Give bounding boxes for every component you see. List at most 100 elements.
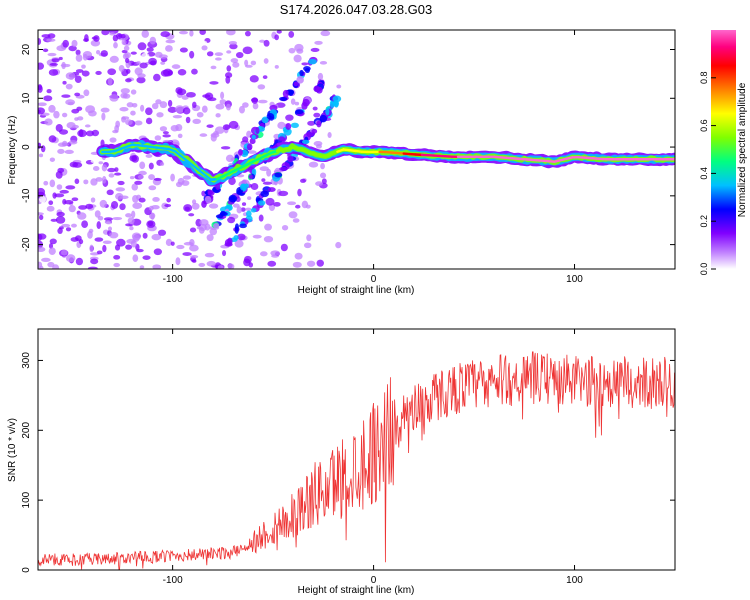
streak-blob — [246, 143, 253, 151]
noise-blob — [69, 161, 78, 168]
noise-blob — [48, 104, 56, 113]
noise-blob — [75, 54, 83, 62]
noise-blob — [201, 105, 208, 113]
noise-blob — [145, 117, 153, 125]
noise-blob — [253, 55, 259, 60]
y-tick-label: 20 — [21, 44, 32, 56]
noise-blob — [130, 110, 136, 116]
noise-blob — [127, 217, 135, 225]
streak-blob — [293, 81, 299, 87]
noise-blob — [307, 120, 316, 126]
noise-blob — [247, 196, 252, 200]
noise-blob — [219, 99, 227, 105]
noise-blob — [202, 94, 211, 98]
streak-blob — [267, 187, 276, 192]
noise-blob — [222, 249, 227, 257]
noise-blob — [38, 102, 47, 107]
streak-blob — [290, 122, 299, 129]
noise-blob — [263, 58, 269, 64]
y-tick-label: 0 — [21, 144, 32, 150]
noise-blob — [225, 75, 231, 84]
noise-blob — [94, 210, 101, 218]
noise-blob — [129, 155, 138, 162]
noise-blob — [46, 38, 56, 42]
noise-blob — [191, 202, 200, 210]
noise-blob — [327, 132, 332, 138]
noise-blob — [74, 178, 80, 185]
noise-blob — [242, 46, 253, 55]
noise-blob — [95, 70, 102, 76]
noise-blob — [171, 64, 181, 69]
noise-blob — [100, 107, 110, 113]
noise-blob — [74, 75, 82, 83]
colorbar-label: Normalized spectral amplitude — [737, 82, 748, 217]
noise-blob — [228, 120, 239, 129]
noise-blob — [303, 242, 312, 249]
noise-blob — [172, 115, 183, 119]
noise-blob — [75, 257, 84, 266]
noise-blob — [335, 241, 342, 249]
noise-blob — [96, 221, 102, 230]
noise-blob — [65, 185, 76, 190]
noise-blob — [113, 255, 121, 260]
noise-blob — [57, 167, 65, 173]
noise-blob — [81, 220, 89, 229]
noise-blob — [214, 52, 224, 57]
streak-blob — [257, 200, 266, 206]
noise-blob — [288, 30, 295, 38]
noise-blob — [183, 204, 193, 212]
noise-blob — [55, 123, 63, 132]
noise-blob — [273, 201, 281, 207]
noise-blob — [294, 101, 300, 106]
noise-blob — [164, 203, 172, 208]
noise-blob — [213, 60, 220, 67]
streak-blob — [299, 69, 304, 77]
noise-blob — [40, 145, 46, 153]
noise-blob — [78, 205, 88, 210]
noise-blob — [262, 181, 273, 185]
noise-blob — [290, 98, 296, 105]
noise-blob — [217, 265, 224, 269]
noise-blob — [206, 51, 214, 57]
noise-blob — [189, 244, 199, 252]
snr-line — [38, 351, 675, 570]
noise-blob — [294, 252, 303, 260]
noise-blob — [92, 165, 100, 172]
noise-blob — [90, 258, 99, 265]
noise-blob — [102, 244, 107, 253]
noise-blob — [296, 48, 304, 54]
noise-blob — [315, 181, 323, 187]
noise-blob — [225, 103, 231, 111]
noise-blob — [305, 204, 311, 209]
ridge-core — [197, 168, 206, 177]
noise-blob — [191, 68, 198, 75]
noise-blob — [62, 198, 67, 205]
noise-blob — [210, 65, 217, 70]
noise-blob — [104, 220, 112, 225]
noise-blob — [153, 248, 163, 256]
noise-blob — [107, 226, 113, 231]
noise-blob — [210, 133, 217, 142]
noise-blob — [297, 188, 302, 197]
noise-blob — [42, 48, 49, 53]
noise-blob — [162, 131, 169, 135]
colorbar-tick-label: 0.0 — [699, 263, 709, 276]
noise-blob — [71, 39, 78, 48]
noise-blob — [123, 45, 130, 51]
y-tick-label: -10 — [21, 188, 32, 203]
y-tick-label: 200 — [21, 422, 32, 439]
colorbar-tick-label: 0.4 — [699, 167, 709, 180]
noise-blob — [214, 57, 222, 61]
noise-blob — [44, 118, 53, 126]
y-tick-label: 300 — [21, 352, 32, 369]
noise-blob — [176, 244, 185, 250]
noise-blob — [306, 260, 316, 267]
snr-axes: -100 0 100 0 100 200 300 — [21, 329, 675, 586]
noise-blob — [139, 62, 148, 69]
streak-blob — [285, 122, 292, 130]
noise-blob — [192, 118, 202, 125]
noise-blob — [226, 30, 236, 36]
noise-blob — [170, 241, 175, 246]
noise-blob — [165, 45, 173, 52]
